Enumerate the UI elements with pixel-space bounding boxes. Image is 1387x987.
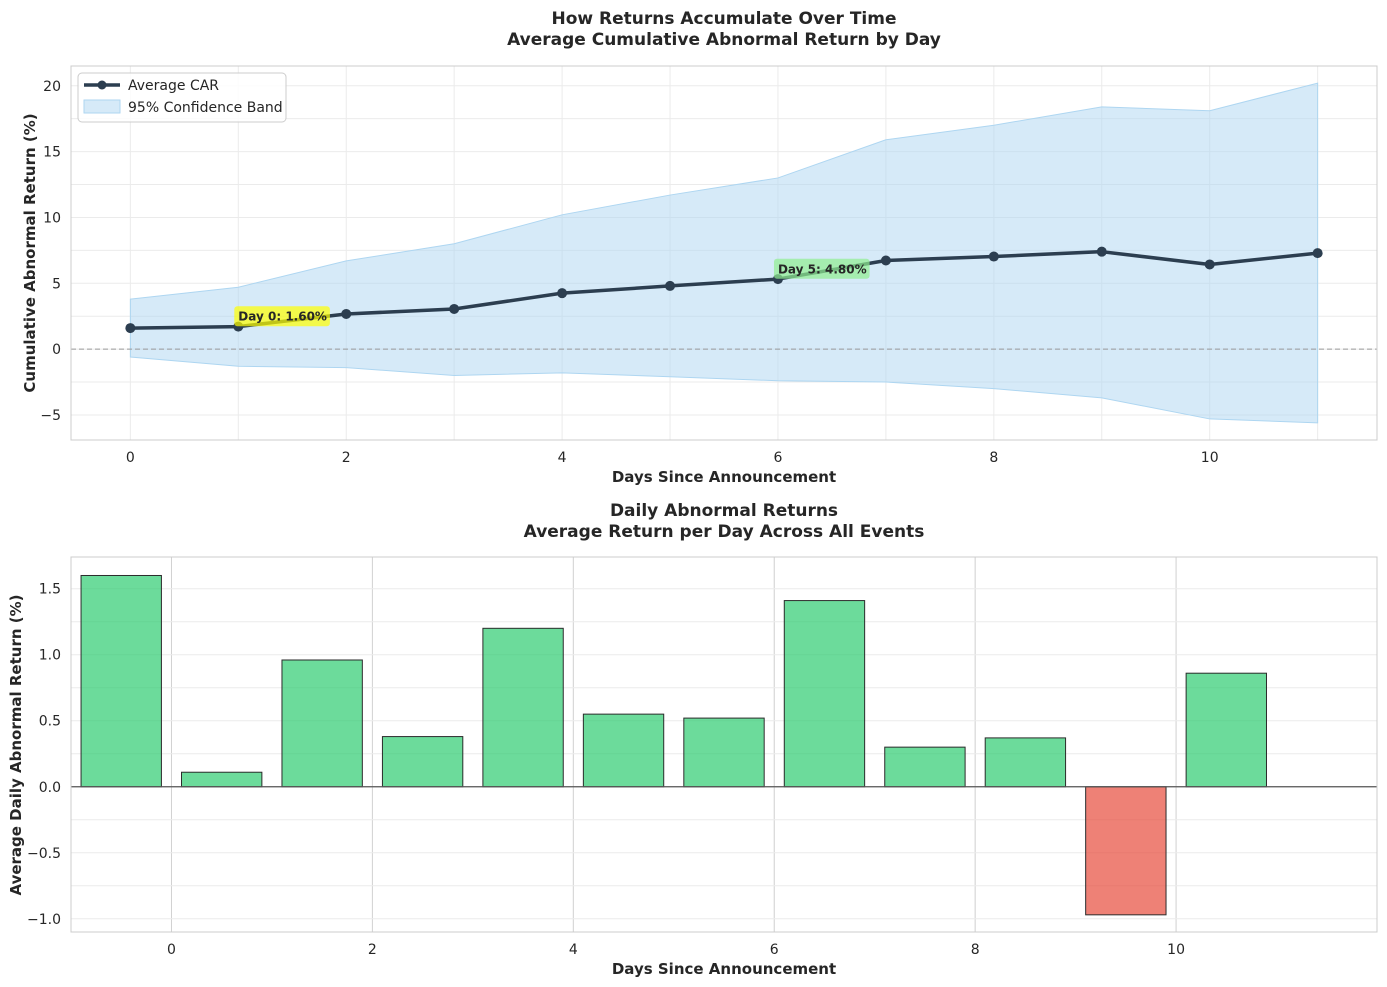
legend-band-swatch xyxy=(83,99,121,114)
y-tick-label: 1.5 xyxy=(39,582,61,598)
top-plot-frame xyxy=(70,65,1378,441)
daily-return-bars xyxy=(80,574,1267,916)
bottom-x-ticks: 0 2 4 6 8 10 xyxy=(167,942,1185,958)
bar-day-10 xyxy=(1085,786,1167,916)
y-tick-label: −1.0 xyxy=(27,912,61,928)
bar-day-2 xyxy=(281,659,363,788)
annotation-text: Day 5: 4.80% xyxy=(778,262,867,276)
top-y-ticks: −5 0 5 10 15 20 xyxy=(40,79,61,424)
car-point xyxy=(341,308,352,319)
y-tick-label: 1.0 xyxy=(39,648,61,664)
car-point xyxy=(880,255,891,266)
bar-day-1 xyxy=(181,771,263,788)
y-tick-label: 20 xyxy=(43,79,61,95)
top-x-axis-label: Days Since Announcement xyxy=(612,468,836,486)
bottom-x-axis-label: Days Since Announcement xyxy=(612,960,836,978)
car-point xyxy=(449,303,460,314)
x-tick-label: 6 xyxy=(774,450,783,466)
y-tick-label: −5 xyxy=(40,408,61,424)
bottom-chart: Daily Abnormal Returns Average Return pe… xyxy=(7,501,1378,978)
annotation-1: Day 5: 4.80% xyxy=(773,258,870,279)
annotation-text: Day 0: 1.60% xyxy=(238,310,327,324)
x-tick-label: 0 xyxy=(126,450,135,466)
bar-day-9 xyxy=(984,737,1067,788)
annotation-box xyxy=(234,306,330,327)
top-chart-title: How Returns Accumulate Over Time xyxy=(551,9,896,29)
x-tick-label: 6 xyxy=(770,942,779,958)
bar-day-8 xyxy=(884,746,966,788)
x-tick-label: 0 xyxy=(167,942,176,958)
x-tick-label: 10 xyxy=(1201,450,1219,466)
car-point xyxy=(988,251,999,262)
legend-label-band: 95% Confidence Band xyxy=(128,100,283,116)
x-tick-label: 2 xyxy=(368,942,377,958)
legend-box xyxy=(77,72,287,123)
y-tick-label: 0 xyxy=(52,342,61,358)
annotations: Day 0: 1.60% Day 5: 4.80% xyxy=(234,258,870,327)
y-tick-label: −0.5 xyxy=(27,846,61,862)
legend-label-car: Average CAR xyxy=(128,78,219,94)
annotation-box xyxy=(773,258,870,279)
y-tick-label: 0.0 xyxy=(39,780,61,796)
x-tick-label: 2 xyxy=(342,450,351,466)
x-tick-label: 10 xyxy=(1167,942,1185,958)
top-chart-subtitle: Average Cumulative Abnormal Return by Da… xyxy=(507,30,941,50)
car-point xyxy=(665,280,676,291)
bar-day-4 xyxy=(482,627,564,788)
bottom-chart-subtitle: Average Return per Day Across All Events xyxy=(524,522,925,542)
bottom-plot-frame xyxy=(70,556,1378,933)
legend: Average CAR 95% Confidence Band xyxy=(77,72,287,123)
top-y-axis-label: Cumulative Abnormal Return (%) xyxy=(21,113,39,392)
bottom-y-axis-label: Average Daily Abnormal Return (%) xyxy=(7,595,25,896)
car-point xyxy=(1312,248,1323,259)
top-x-ticks: 0 2 4 6 8 10 xyxy=(126,450,1219,466)
y-tick-label: 15 xyxy=(43,145,61,161)
x-tick-label: 8 xyxy=(989,450,998,466)
bar-day-0 xyxy=(80,574,162,788)
x-tick-label: 4 xyxy=(569,942,578,958)
car-point xyxy=(1204,259,1215,270)
car-point xyxy=(125,323,136,334)
x-tick-label: 8 xyxy=(971,942,980,958)
legend-marker-swatch xyxy=(97,80,107,90)
y-tick-label: 0.5 xyxy=(39,714,61,730)
bar-day-6 xyxy=(683,717,765,788)
car-point xyxy=(557,288,568,299)
y-tick-label: 5 xyxy=(52,276,61,292)
bar-day-11 xyxy=(1185,672,1267,788)
bar-day-3 xyxy=(381,736,464,788)
x-tick-label: 4 xyxy=(558,450,567,466)
bar-day-7 xyxy=(783,600,866,788)
annotation-0: Day 0: 1.60% xyxy=(234,306,330,327)
car-point xyxy=(1096,246,1107,257)
bar-day-5 xyxy=(582,713,665,788)
confidence-band xyxy=(129,82,1319,424)
top-chart: How Returns Accumulate Over Time Average… xyxy=(21,9,1378,486)
y-tick-label: 10 xyxy=(43,210,61,226)
bottom-chart-title: Daily Abnormal Returns xyxy=(610,501,838,521)
bottom-y-ticks: −1.0 −0.5 0.0 0.5 1.0 1.5 xyxy=(27,582,61,928)
